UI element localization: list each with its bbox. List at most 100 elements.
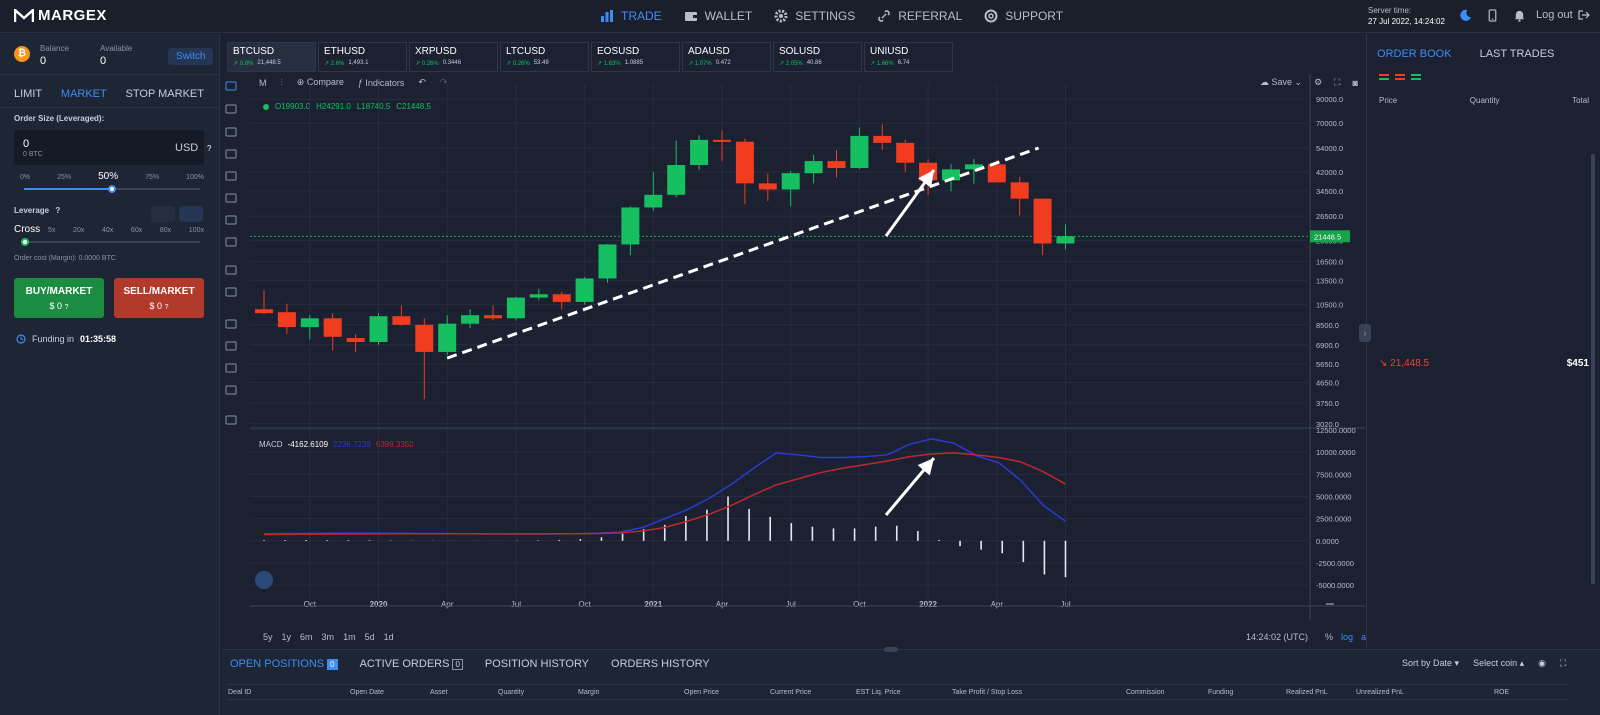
ticker-stats: ↗ 2.6% 1,493.1	[324, 60, 401, 67]
gear-icon[interactable]: ⚙	[1314, 77, 1323, 87]
eye-icon[interactable]: ◉	[1538, 658, 1546, 668]
indicators-button[interactable]: ƒ Indicators	[358, 78, 405, 88]
eye-icon[interactable]	[225, 385, 237, 395]
balance-value: 0	[40, 55, 47, 67]
trash-icon[interactable]	[225, 415, 237, 425]
buy-market-button[interactable]: BUY/MARKET $ 0 ?	[14, 278, 104, 318]
ticker-stats: ↗ 1.63% 1.0885	[597, 60, 674, 67]
leverage-slider-handle[interactable]	[21, 238, 29, 246]
x-axis-tick-label: Oct	[304, 600, 317, 609]
bids-only-icon[interactable]	[1411, 74, 1421, 80]
compare-button[interactable]: ⊕ Compare	[297, 77, 344, 88]
order-book-scrollbar[interactable]	[1591, 154, 1595, 584]
crosshair-icon[interactable]	[225, 81, 237, 91]
nav-support[interactable]: SUPPORT	[984, 9, 1063, 23]
percent-scale-button[interactable]: %	[1325, 632, 1334, 642]
fullscreen-icon[interactable]: ⛶	[1334, 77, 1341, 87]
unlock-icon[interactable]	[225, 363, 237, 373]
tab-limit[interactable]: LIMIT	[14, 88, 43, 100]
emoji-icon[interactable]	[225, 237, 237, 247]
range-6m[interactable]: 6m	[300, 632, 313, 642]
ticker-uniusd[interactable]: UNIUSD ↗ 1.66% 6.74	[864, 42, 953, 72]
top-icons	[1459, 9, 1526, 22]
sell-market-button[interactable]: SELL/MARKET $ 0 ?	[114, 278, 204, 318]
range-1m[interactable]: 1m	[343, 632, 356, 642]
annotation-arrow-head	[918, 170, 934, 188]
expand-icon[interactable]: ⛶	[1559, 658, 1567, 668]
collapse-panel-button[interactable]: ›	[1359, 324, 1371, 342]
tab-active-orders[interactable]: ACTIVE ORDERS 0	[360, 658, 463, 670]
ruler-icon[interactable]	[225, 265, 237, 275]
bell-icon[interactable]	[1513, 9, 1526, 22]
resize-handle[interactable]	[884, 647, 898, 652]
tab-market[interactable]: MARKET	[60, 88, 107, 100]
ticker-eosusd[interactable]: EOSUSD ↗ 1.63% 1.0885	[591, 42, 680, 72]
log-scale-button[interactable]: log	[1341, 632, 1354, 642]
both-sides-icon[interactable]	[1379, 74, 1389, 80]
ticker-stats: ↗ 1.07% 0.472	[688, 60, 765, 67]
tab-label: ACTIVE ORDERS	[359, 658, 450, 670]
projection-icon[interactable]	[225, 215, 237, 225]
camera-icon[interactable]: ◙	[1352, 77, 1358, 88]
x-axis-tick-label: Oct	[853, 600, 866, 609]
range-5y[interactable]: 5y	[263, 632, 273, 642]
asks-only-icon[interactable]	[1395, 74, 1405, 80]
sort-by-dropdown[interactable]: Sort by Date ▾	[1402, 658, 1460, 668]
ticker-symbol: EOSUSD	[597, 46, 640, 57]
ticker-ltcusd[interactable]: LTCUSD ↗ 0.26% 53.49	[500, 42, 589, 72]
interval-button[interactable]: M	[259, 77, 267, 88]
slider-mode-icon[interactable]	[179, 206, 203, 222]
pen-icon[interactable]	[225, 171, 237, 181]
help-icon[interactable]: ?	[55, 206, 61, 215]
tab-stop-market[interactable]: STOP MARKET	[125, 88, 204, 100]
order-size-input[interactable]: 0 0 BTC USD	[14, 130, 204, 165]
ticker-btcusd[interactable]: BTCUSD ↗ 0.8% 21,448.5	[227, 42, 316, 72]
logout-button[interactable]: Log out	[1536, 9, 1590, 21]
edit-icon[interactable]	[151, 206, 175, 222]
nav-trade[interactable]: TRADE	[600, 9, 662, 23]
save-button[interactable]: ☁ Save ⌄	[1260, 77, 1303, 87]
price-axis-tick-label: 54000.0	[1316, 144, 1343, 153]
range-5d[interactable]: 5d	[364, 632, 375, 642]
trendline-icon[interactable]	[225, 104, 237, 114]
tab-order-book[interactable]: ORDER BOOK	[1377, 48, 1452, 60]
zoom-icon[interactable]	[225, 287, 237, 297]
leverage-slider[interactable]	[24, 241, 200, 243]
fib-icon[interactable]	[225, 127, 237, 137]
range-3m[interactable]: 3m	[321, 632, 335, 642]
price-chart[interactable]: Oct 2020 Apr Jul Oct 2021 Apr Jul Oct 2022 Apr Jul 9…	[222, 74, 1365, 634]
range-1y[interactable]: 1y	[281, 632, 292, 642]
redo-icon[interactable]: ↷	[439, 77, 448, 87]
mobile-icon[interactable]	[1486, 9, 1499, 22]
switch-button[interactable]: Switch	[168, 48, 214, 65]
range-selector: 5y 1y 6m 3m 1m 5d 1d	[263, 632, 394, 642]
tab-open-positions[interactable]: OPEN POSITIONS 0	[230, 658, 338, 670]
margex-logo[interactable]: MARGEX	[14, 7, 107, 24]
ticker-xrpusd[interactable]: XRPUSD ↗ 0.26% 0.3446	[409, 42, 498, 72]
range-1d[interactable]: 1d	[383, 632, 394, 642]
x-axis-tick-label: Apr	[716, 600, 729, 609]
help-icon[interactable]: ?	[207, 144, 212, 153]
magnet-icon[interactable]	[225, 319, 237, 329]
tab-orders-history[interactable]: ORDERS HISTORY	[611, 658, 710, 670]
candle-type-icon[interactable]: ⫶	[280, 77, 283, 87]
nav-referral[interactable]: REFERRAL	[877, 9, 962, 23]
ticker-adausd[interactable]: ADAUSD ↗ 1.07% 0.472	[682, 42, 771, 72]
nav-wallet[interactable]: WALLET	[684, 9, 752, 23]
brush-icon[interactable]	[225, 149, 237, 159]
candle-body	[529, 294, 548, 298]
ticker-solusd[interactable]: SOLUSD ↗ 2.05% 40.86	[773, 42, 862, 72]
lock-draw-icon[interactable]	[225, 341, 237, 351]
size-slider-handle[interactable]	[108, 185, 116, 193]
candle-body	[827, 161, 846, 169]
tab-position-history[interactable]: POSITION HISTORY	[484, 658, 590, 670]
undo-icon[interactable]: ↶	[418, 77, 426, 87]
pattern-icon[interactable]	[225, 193, 237, 203]
moon-icon[interactable]	[1459, 9, 1472, 22]
nav-settings[interactable]: SETTINGS	[774, 9, 855, 23]
ticker-symbol: UNIUSD	[870, 46, 909, 57]
select-coin-dropdown[interactable]: Select coin ▴	[1473, 658, 1525, 668]
tab-last-trades[interactable]: LAST TRADES	[1479, 48, 1555, 60]
ticker-ethusd[interactable]: ETHUSD ↗ 2.6% 1,493.1	[318, 42, 407, 72]
positions-col: EST Liq. Price	[856, 689, 901, 696]
